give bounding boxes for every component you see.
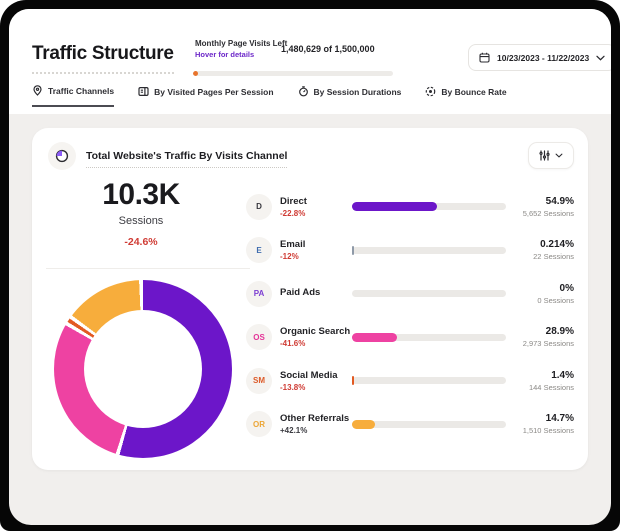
- channel-progressbar: [352, 245, 506, 255]
- traffic-card: Total Website's Traffic By Visits Channe…: [32, 128, 588, 470]
- visited-pages-icon: [138, 87, 149, 97]
- tab-label: By Session Durations: [313, 86, 402, 97]
- session-durations-icon: [298, 86, 308, 97]
- channel-delta: +42.1%: [280, 426, 308, 436]
- divider: [46, 268, 250, 269]
- total-sessions-delta: -24.6%: [124, 236, 158, 248]
- tab-label: By Visited Pages Per Session: [154, 86, 274, 97]
- channel-row-direct[interactable]: D Direct -22.8% 54.9% 5,652 Sessions: [246, 185, 574, 229]
- total-sessions-label: Sessions: [118, 215, 164, 227]
- donut-chart[interactable]: [54, 280, 232, 458]
- tab-label: By Bounce Rate: [441, 86, 507, 97]
- channel-sessions: 22 Sessions: [533, 252, 574, 262]
- date-range-value: 10/23/2023 - 11/22/2023: [497, 52, 590, 63]
- channel-delta: -41.6%: [280, 339, 306, 349]
- monthly-visits-widget[interactable]: Monthly Page Visits Left Hover for detai…: [195, 39, 287, 59]
- channel-sessions: 0 Sessions: [537, 295, 574, 305]
- channel-delta: -13.8%: [280, 382, 306, 392]
- channel-percent: 1.4%: [551, 369, 574, 381]
- tab-visited-pages-per-session[interactable]: By Visited Pages Per Session: [138, 85, 274, 107]
- channel-row-paid-ads[interactable]: PA Paid Ads 0% 0 Sessions: [246, 272, 574, 316]
- channel-progressbar: [352, 290, 506, 298]
- monthly-visits-progressbar: [193, 71, 393, 76]
- channel-delta: -12%: [280, 252, 299, 262]
- monthly-visits-usage: 1,480,629 of 1,500,000: [281, 44, 375, 54]
- channel-progress-fill: [352, 245, 354, 255]
- channel-progress-fill: [352, 419, 375, 429]
- channel-progressbar: [352, 202, 506, 212]
- channel-row-other-referrals[interactable]: OR Other Referrals +42.1% 14.7% 1,510 Se…: [246, 403, 574, 447]
- channel-badge: OR: [246, 411, 272, 438]
- channel-badge: D: [246, 193, 272, 220]
- tab-traffic-channels[interactable]: Traffic Channels: [32, 85, 115, 107]
- channel-row-social-media[interactable]: SM Social Media -13.8% 1.4% 144 Sessions: [246, 359, 574, 403]
- tab-bar: Traffic Channels By Visited Pages Per Se…: [32, 85, 507, 107]
- monthly-visits-progress-fill: [193, 71, 198, 76]
- channel-row-organic-search[interactable]: OS Organic Search -41.6% 28.9% 2,973 Ses…: [246, 316, 574, 360]
- channel-badge: OS: [246, 324, 272, 351]
- channel-progressbar: [352, 419, 506, 429]
- channel-sessions: 144 Sessions: [528, 382, 574, 392]
- channel-percent: 0%: [559, 282, 574, 294]
- channel-row-email[interactable]: E Email -12% 0.214% 22 Sessions: [246, 229, 574, 273]
- traffic-channels-icon: [33, 85, 42, 96]
- date-range-picker[interactable]: 10/23/2023 - 11/22/2023: [468, 44, 611, 71]
- pie-chart-icon: [55, 149, 69, 163]
- sliders-icon: [539, 150, 550, 161]
- channel-sessions: 5,652 Sessions: [522, 208, 574, 218]
- chevron-down-icon: [596, 55, 605, 61]
- chevron-down-icon: [555, 153, 563, 158]
- monthly-visits-label: Monthly Page Visits Left: [195, 39, 288, 48]
- channel-progress-fill: [352, 202, 437, 212]
- channel-progressbar: [352, 376, 506, 386]
- channel-badge: SM: [246, 367, 272, 394]
- channel-badge: E: [246, 237, 272, 264]
- card-icon-circle: [48, 142, 76, 170]
- channel-percent: 54.9%: [545, 195, 574, 207]
- channel-list: D Direct -22.8% 54.9% 5,652 Sessions E: [246, 185, 574, 446]
- channel-badge: PA: [246, 280, 272, 307]
- sessions-summary: 10.3K Sessions -24.6%: [32, 178, 250, 248]
- calendar-icon: [479, 52, 490, 63]
- total-sessions-value: 10.3K: [102, 178, 180, 211]
- channel-name: Other Referrals: [280, 413, 350, 425]
- tab-label: Traffic Channels: [48, 85, 115, 96]
- channel-name: Social Media: [280, 369, 338, 381]
- channel-progress-fill: [352, 332, 397, 342]
- channel-name: Direct: [280, 195, 307, 207]
- channel-name: Email: [280, 239, 306, 251]
- channel-percent: 28.9%: [545, 326, 574, 338]
- app-surface: Traffic Structure Monthly Page Visits Le…: [9, 9, 611, 525]
- chart-settings-button[interactable]: [528, 142, 574, 169]
- channel-progress-fill: [352, 376, 355, 386]
- channel-delta: -22.8%: [280, 208, 306, 218]
- card-title: Total Website's Traffic By Visits Channe…: [86, 150, 288, 168]
- channel-name: Organic Search: [280, 326, 351, 338]
- channel-name: Paid Ads: [280, 287, 321, 299]
- tab-bounce-rate[interactable]: By Bounce Rate: [425, 85, 507, 107]
- channel-progressbar: [352, 332, 506, 342]
- page-title: Traffic Structure: [32, 43, 174, 74]
- channel-sessions: 1,510 Sessions: [522, 426, 574, 436]
- monthly-visits-hover-hint[interactable]: Hover for details: [195, 50, 255, 59]
- channel-percent: 0.214%: [540, 239, 574, 251]
- channel-percent: 14.7%: [545, 413, 574, 425]
- channel-sessions: 2,973 Sessions: [522, 339, 574, 349]
- tab-session-durations[interactable]: By Session Durations: [298, 85, 402, 107]
- bounce-rate-icon: [426, 86, 436, 97]
